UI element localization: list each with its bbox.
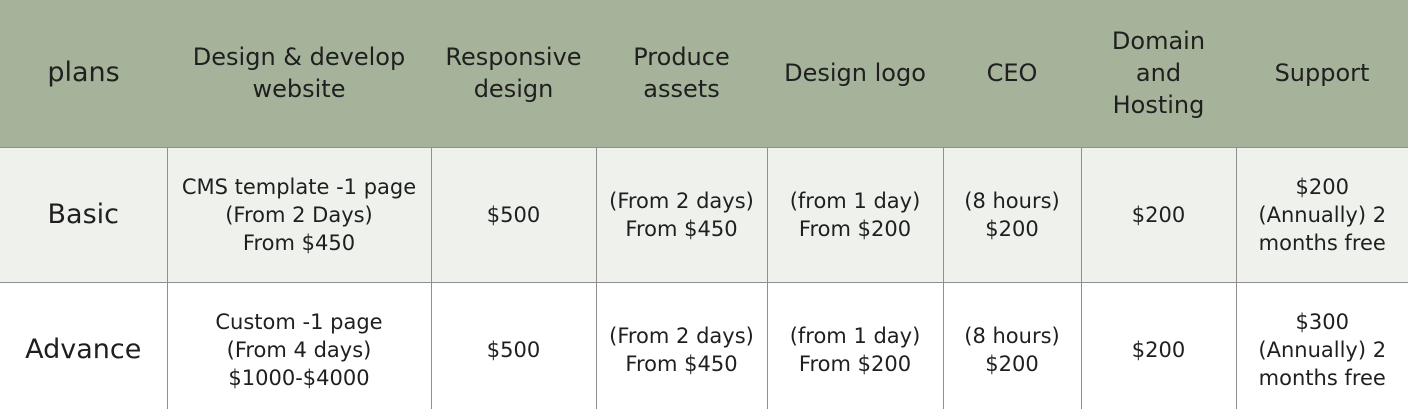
- header-design-logo: Design logo: [784, 59, 926, 88]
- cell-responsive-design: $500: [430, 281, 597, 409]
- cell-domain-hosting: $200: [1080, 146, 1237, 282]
- cell-responsive-design: $500: [430, 146, 597, 282]
- cell-produce-assets: (From 2 days) From $450: [595, 146, 768, 282]
- cell-design-develop: Custom -1 page (From 4 days) $1000-$4000: [166, 281, 432, 409]
- header-ceo: CEO: [986, 59, 1038, 88]
- cell-ceo: (8 hours) $200: [942, 281, 1082, 409]
- cell-design-logo: (from 1 day) From $200: [766, 146, 944, 282]
- cell-support: $300 (Annually) 2 months free: [1235, 281, 1408, 409]
- cell-ceo: (8 hours) $200: [942, 146, 1082, 282]
- plan-name: Basic: [0, 146, 168, 282]
- cell-design-logo: (from 1 day) From $200: [766, 281, 944, 409]
- cell-domain-hosting: $200: [1080, 281, 1237, 409]
- table-header: plans Design & develop website Responsiv…: [0, 0, 1408, 147]
- cell-support: $200 (Annually) 2 months free: [1235, 146, 1408, 282]
- cell-design-develop: CMS template -1 page (From 2 Days) From …: [166, 146, 432, 282]
- header-responsive-design: Responsive design: [445, 43, 582, 104]
- header-support: Support: [1274, 59, 1370, 88]
- header-design-develop: Design & develop website: [192, 43, 406, 104]
- header-plans: plans: [47, 57, 120, 89]
- table-body: Basic CMS template -1 page (From 2 Days)…: [0, 146, 1408, 409]
- table-row: Advance Custom -1 page (From 4 days) $10…: [0, 281, 1408, 409]
- header-row: plans Design & develop website Responsiv…: [0, 0, 1408, 147]
- cell-produce-assets: (From 2 days) From $450: [595, 281, 768, 409]
- header-produce-assets: Produce assets: [633, 43, 730, 104]
- header-domain-hosting: Domain and Hosting: [1111, 27, 1206, 120]
- plan-name: Advance: [0, 281, 168, 409]
- table-row: Basic CMS template -1 page (From 2 Days)…: [0, 146, 1408, 282]
